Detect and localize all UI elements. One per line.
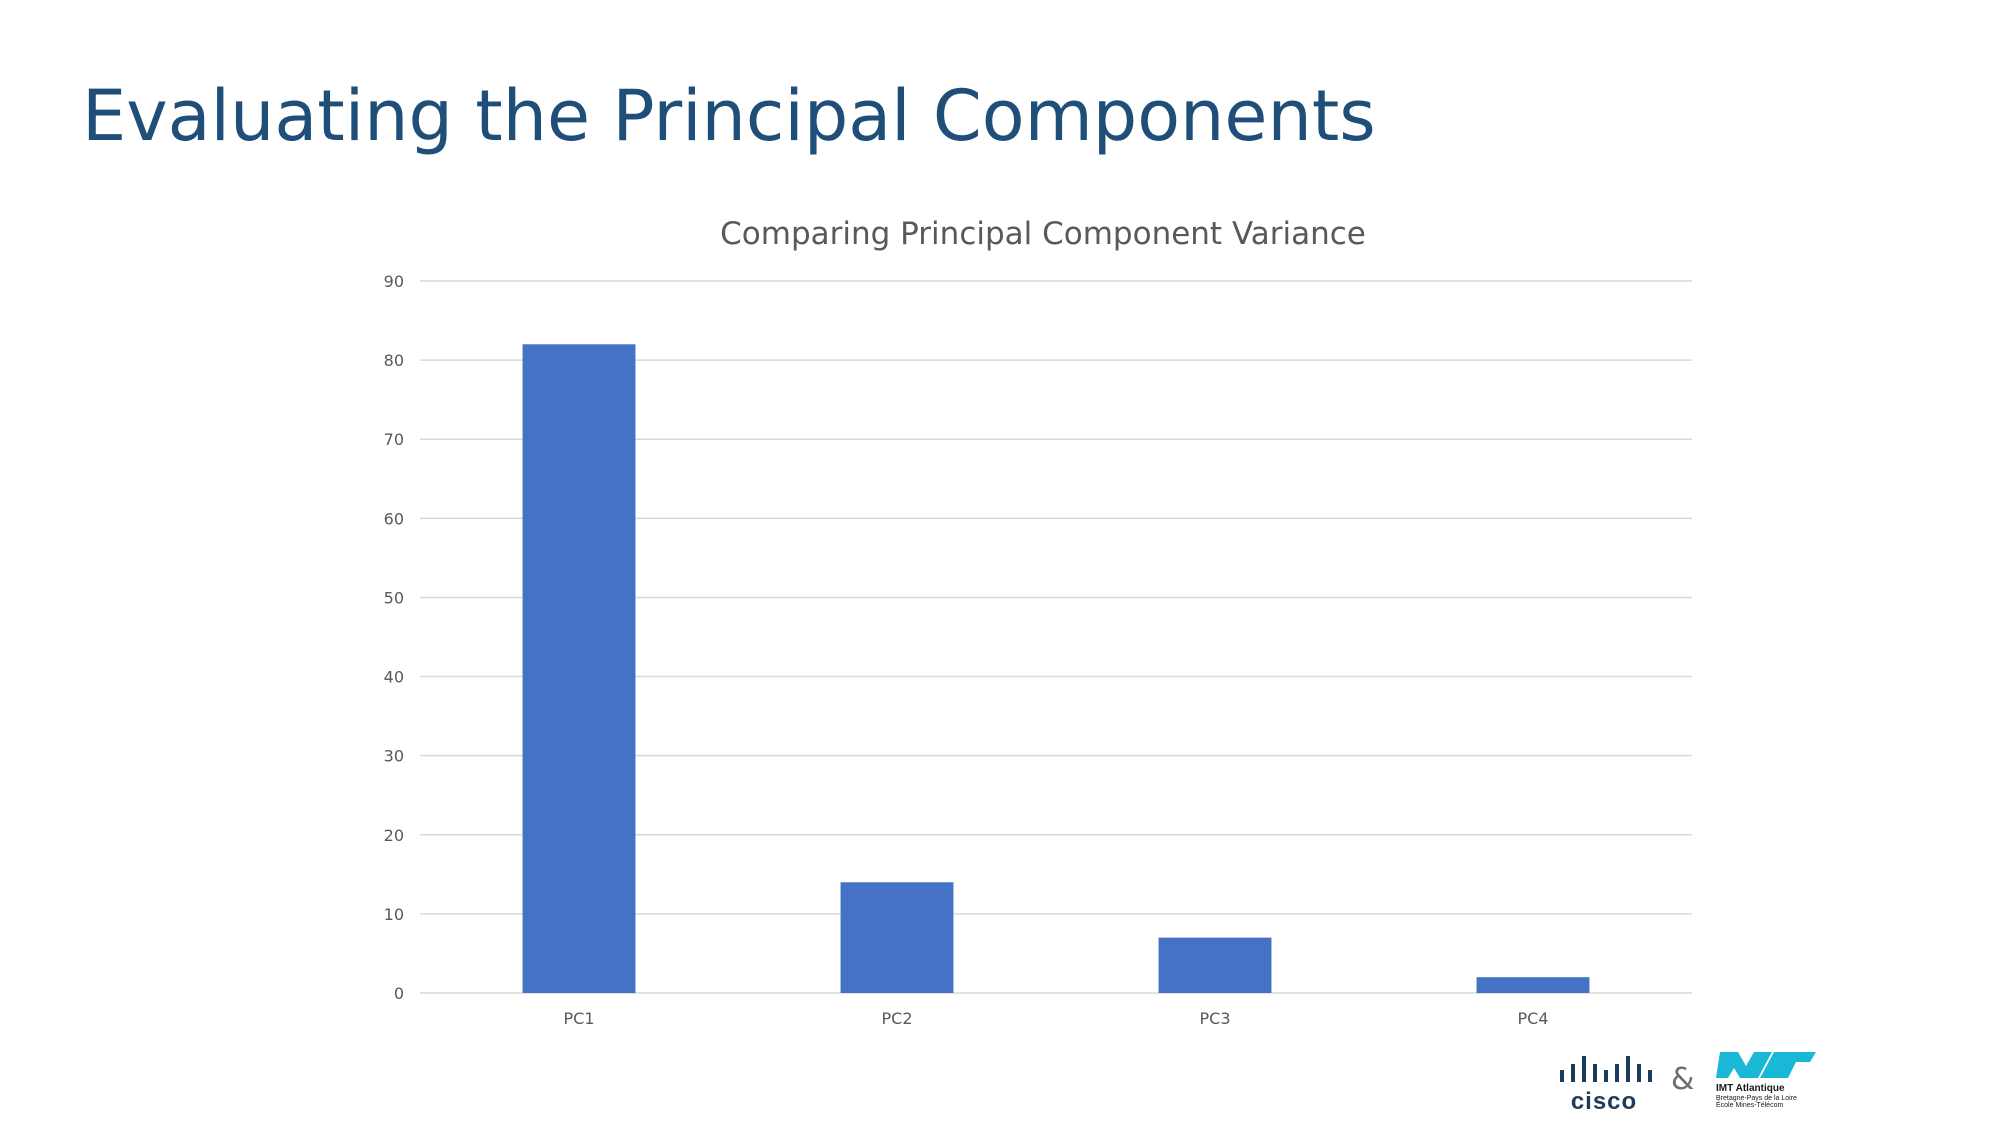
y-tick-label: 10 bbox=[384, 905, 404, 924]
imt-name: IMT Atlantique bbox=[1716, 1083, 1785, 1094]
y-tick-label: 0 bbox=[394, 984, 404, 1003]
bar-pc4 bbox=[1476, 977, 1590, 993]
x-tick-label: PC4 bbox=[1518, 1009, 1549, 1028]
imt-atlantique-logo bbox=[1716, 1052, 1816, 1078]
x-tick-label: PC1 bbox=[564, 1009, 595, 1028]
imt-subtitle-2: École Mines-Télécom bbox=[1716, 1101, 1784, 1109]
y-tick-label: 30 bbox=[384, 747, 404, 766]
chart-title: Comparing Principal Component Variance bbox=[720, 216, 1366, 252]
imt-subtitle-1: Bretagne-Pays de la Loire bbox=[1716, 1094, 1797, 1102]
imt-atlantique-text: IMT Atlantique Bretagne-Pays de la Loire… bbox=[1716, 1083, 1797, 1109]
footer-logos: cisco & IMT Atlantique Bretagne-Pays de … bbox=[1556, 1052, 1836, 1122]
y-tick-label: 50 bbox=[384, 588, 404, 607]
bar-pc1 bbox=[522, 344, 636, 993]
ampersand: & bbox=[1671, 1062, 1695, 1097]
y-tick-label: 20 bbox=[384, 826, 404, 845]
x-tick-label: PC2 bbox=[882, 1009, 913, 1028]
cisco-wordmark: cisco bbox=[1571, 1088, 1637, 1112]
x-axis-ticks: PC1 PC2 PC3 PC4 bbox=[564, 1009, 1549, 1028]
bar-pc3 bbox=[1158, 937, 1272, 993]
y-tick-label: 90 bbox=[384, 272, 404, 291]
cisco-logo: cisco bbox=[1560, 1056, 1652, 1112]
slide-title: Evaluating the Principal Components bbox=[82, 75, 1376, 157]
bars bbox=[522, 344, 1590, 993]
y-tick-label: 70 bbox=[384, 430, 404, 449]
y-tick-label: 60 bbox=[384, 509, 404, 528]
x-tick-label: PC3 bbox=[1200, 1009, 1231, 1028]
y-axis-ticks: 0 10 20 30 40 50 60 70 80 90 bbox=[384, 272, 404, 1003]
bar-pc2 bbox=[840, 882, 954, 993]
y-tick-label: 80 bbox=[384, 351, 404, 370]
y-tick-label: 40 bbox=[384, 668, 404, 687]
